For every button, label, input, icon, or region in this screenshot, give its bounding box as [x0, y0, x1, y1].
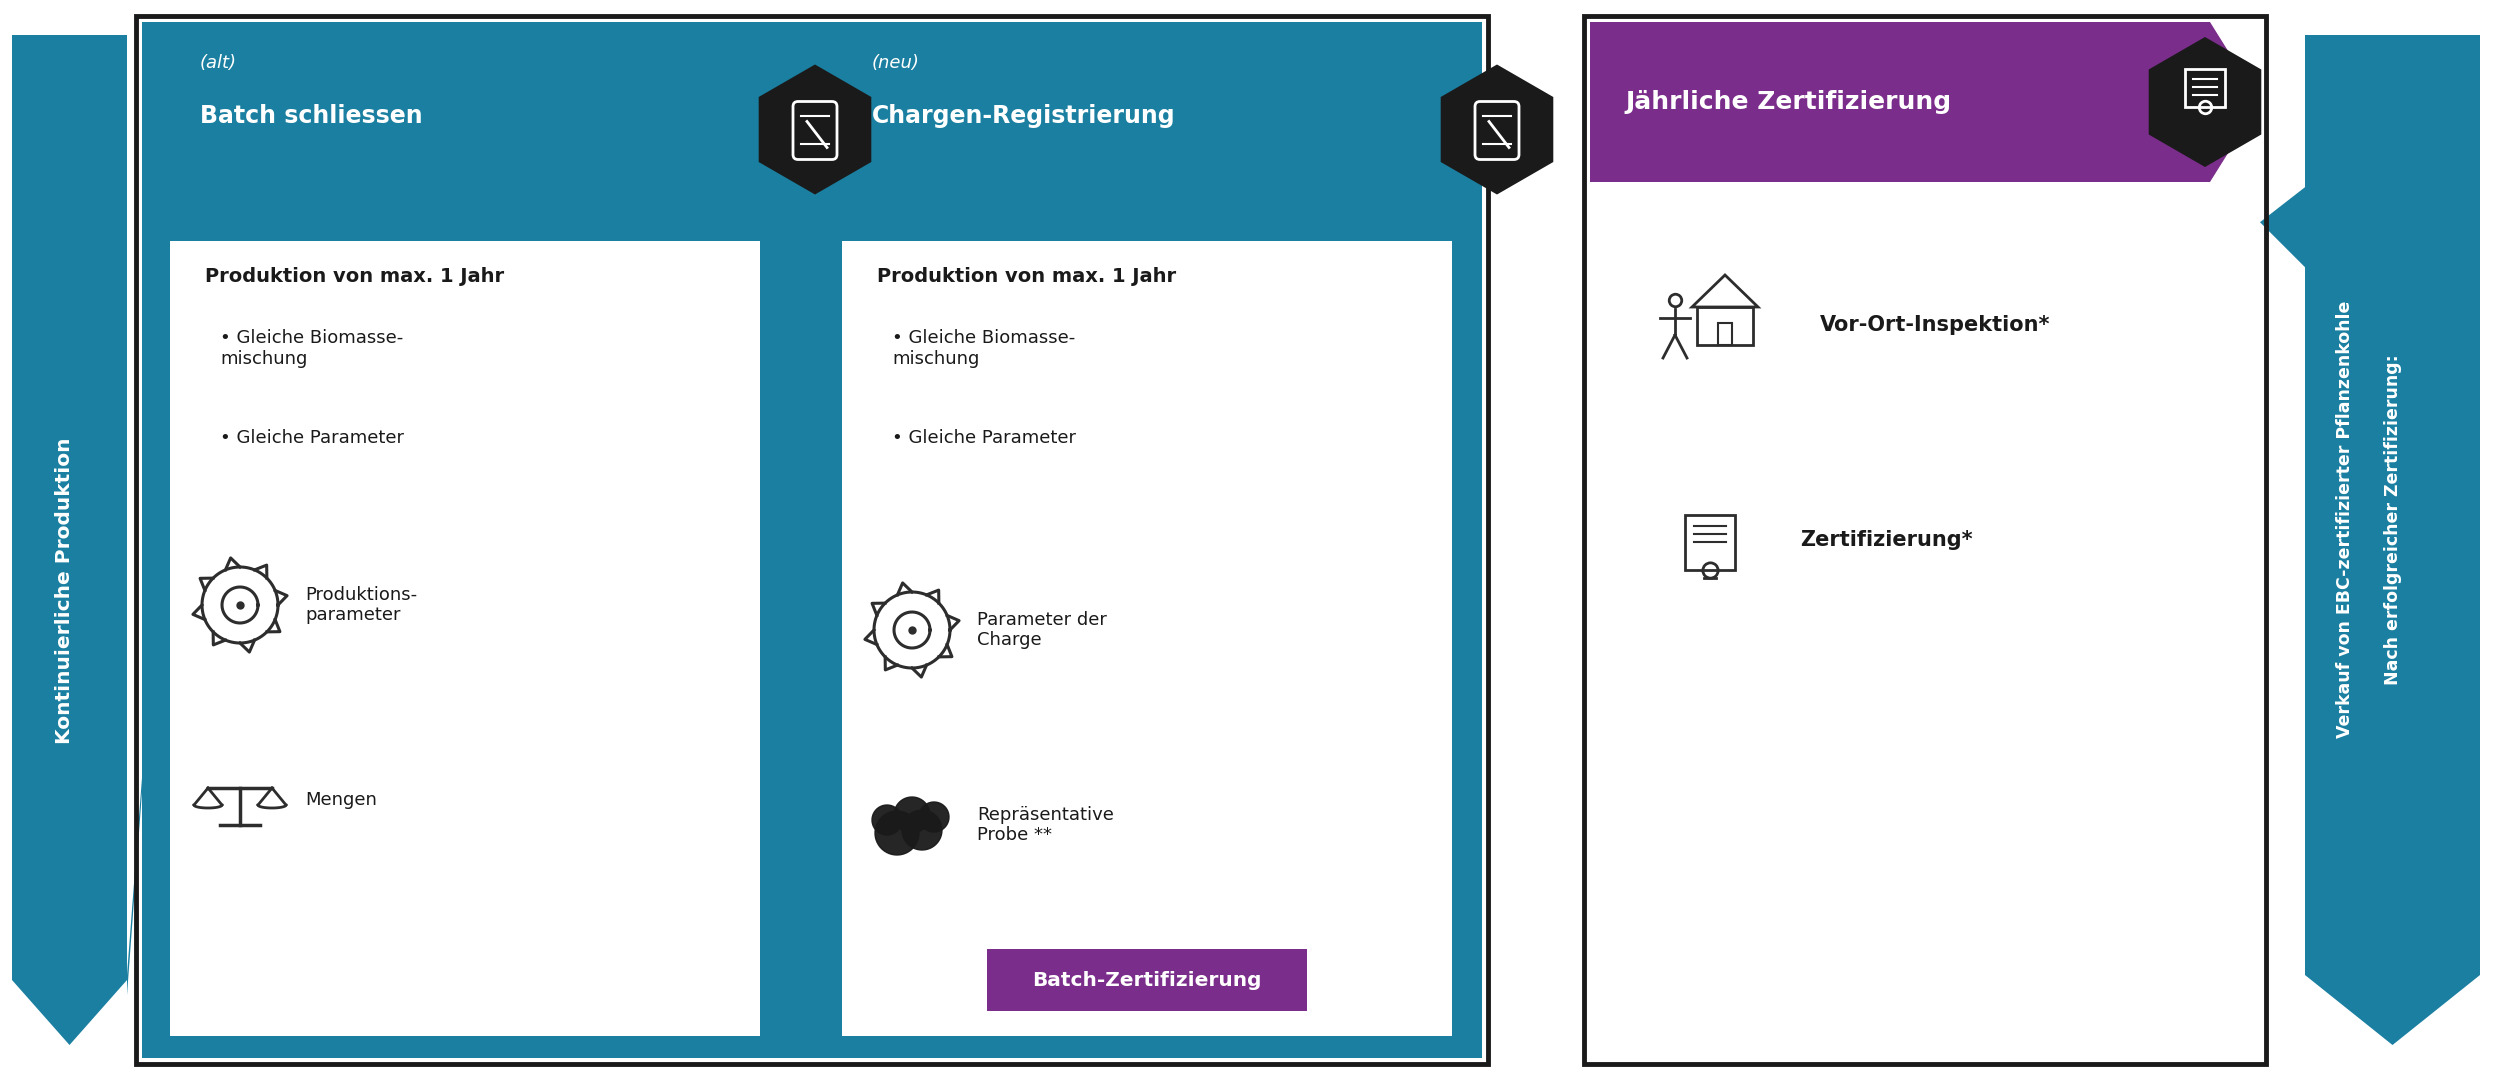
Text: • Gleiche Parameter: • Gleiche Parameter — [892, 429, 1075, 447]
Polygon shape — [2148, 37, 2262, 167]
Polygon shape — [842, 22, 1502, 237]
Text: • Gleiche Biomasse-
mischung: • Gleiche Biomasse- mischung — [892, 329, 1075, 368]
Text: Vor-Ort-Inspektion*: Vor-Ort-Inspektion* — [1820, 315, 2050, 335]
Text: Batch-Zertifizierung: Batch-Zertifizierung — [1032, 971, 1262, 989]
Text: Parameter der
Charge: Parameter der Charge — [978, 610, 1108, 649]
Polygon shape — [1440, 65, 1552, 194]
Polygon shape — [902, 810, 942, 850]
Polygon shape — [12, 35, 177, 1045]
Bar — [135, 16, 1487, 1064]
Text: (neu): (neu) — [872, 54, 920, 72]
Polygon shape — [2260, 35, 2480, 1045]
Bar — [988, 949, 1308, 1011]
Polygon shape — [872, 805, 902, 835]
Bar — [142, 22, 1482, 1058]
Text: (alt): (alt) — [200, 54, 238, 72]
Bar — [1585, 16, 2265, 1064]
Text: • Gleiche Biomasse-
mischung: • Gleiche Biomasse- mischung — [220, 329, 402, 368]
Polygon shape — [875, 811, 920, 855]
Bar — [170, 241, 760, 1036]
Text: Batch schliessen: Batch schliessen — [200, 104, 422, 129]
Bar — [1718, 323, 1732, 345]
Text: Produktions-
parameter: Produktions- parameter — [305, 585, 418, 624]
Text: Jährliche Zertifizierung: Jährliche Zertifizierung — [1625, 90, 1950, 114]
Text: Produktion von max. 1 Jahr: Produktion von max. 1 Jahr — [205, 267, 505, 286]
Text: Nach erfolgreicher Zertifizierung:: Nach erfolgreicher Zertifizierung: — [2382, 354, 2402, 685]
Polygon shape — [1590, 22, 2260, 183]
Text: Chargen-Registrierung: Chargen-Registrierung — [872, 104, 1175, 129]
Polygon shape — [170, 22, 820, 237]
Text: Zertifizierung*: Zertifizierung* — [1800, 530, 1973, 550]
Text: Produktion von max. 1 Jahr: Produktion von max. 1 Jahr — [878, 267, 1175, 286]
Polygon shape — [920, 802, 950, 832]
Polygon shape — [895, 797, 930, 833]
Text: Kontinuierliche Produktion: Kontinuierliche Produktion — [55, 437, 75, 744]
Text: • Gleiche Parameter: • Gleiche Parameter — [220, 429, 405, 447]
Bar — [1590, 22, 2260, 1058]
Text: Repräsentative
Probe **: Repräsentative Probe ** — [978, 806, 1115, 845]
Text: Verkauf von EBC-zertifizierter Pflanzenkohle: Verkauf von EBC-zertifizierter Pflanzenk… — [2335, 301, 2352, 739]
Bar — [1698, 307, 1752, 345]
Bar — [842, 241, 1452, 1036]
Text: Mengen: Mengen — [305, 791, 378, 809]
Polygon shape — [758, 65, 872, 194]
